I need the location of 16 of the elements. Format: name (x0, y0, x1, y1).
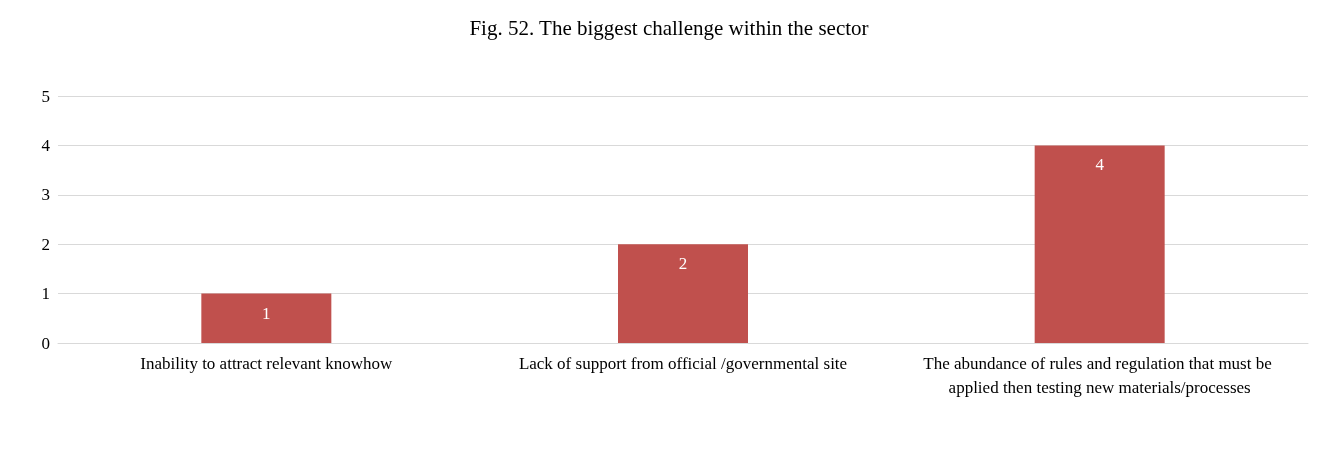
bar (1034, 145, 1165, 343)
bar (201, 293, 332, 343)
y-tick-label: 4 (41, 135, 51, 155)
x-tick-label: The abundance of rules and regulation that must be applied then testing new materials/processes (923, 353, 1276, 397)
bar (618, 244, 748, 343)
chart-title: Fig. 52. The biggest challenge within the sector (469, 15, 869, 40)
x-tick-label: Inability to attract relevant knowhow (140, 353, 394, 373)
y-tick-label: 3 (41, 185, 50, 205)
y-tick-label: 5 (41, 86, 50, 106)
data-label: 1 (262, 303, 271, 323)
y-tick-label: 0 (41, 333, 50, 353)
data-label: 2 (678, 254, 688, 274)
data-label: 4 (1095, 155, 1105, 175)
x-tick-label: Lack of support from official /governmental site (518, 353, 848, 373)
y-tick-label: 1 (41, 284, 50, 304)
y-tick-label: 2 (41, 234, 50, 254)
